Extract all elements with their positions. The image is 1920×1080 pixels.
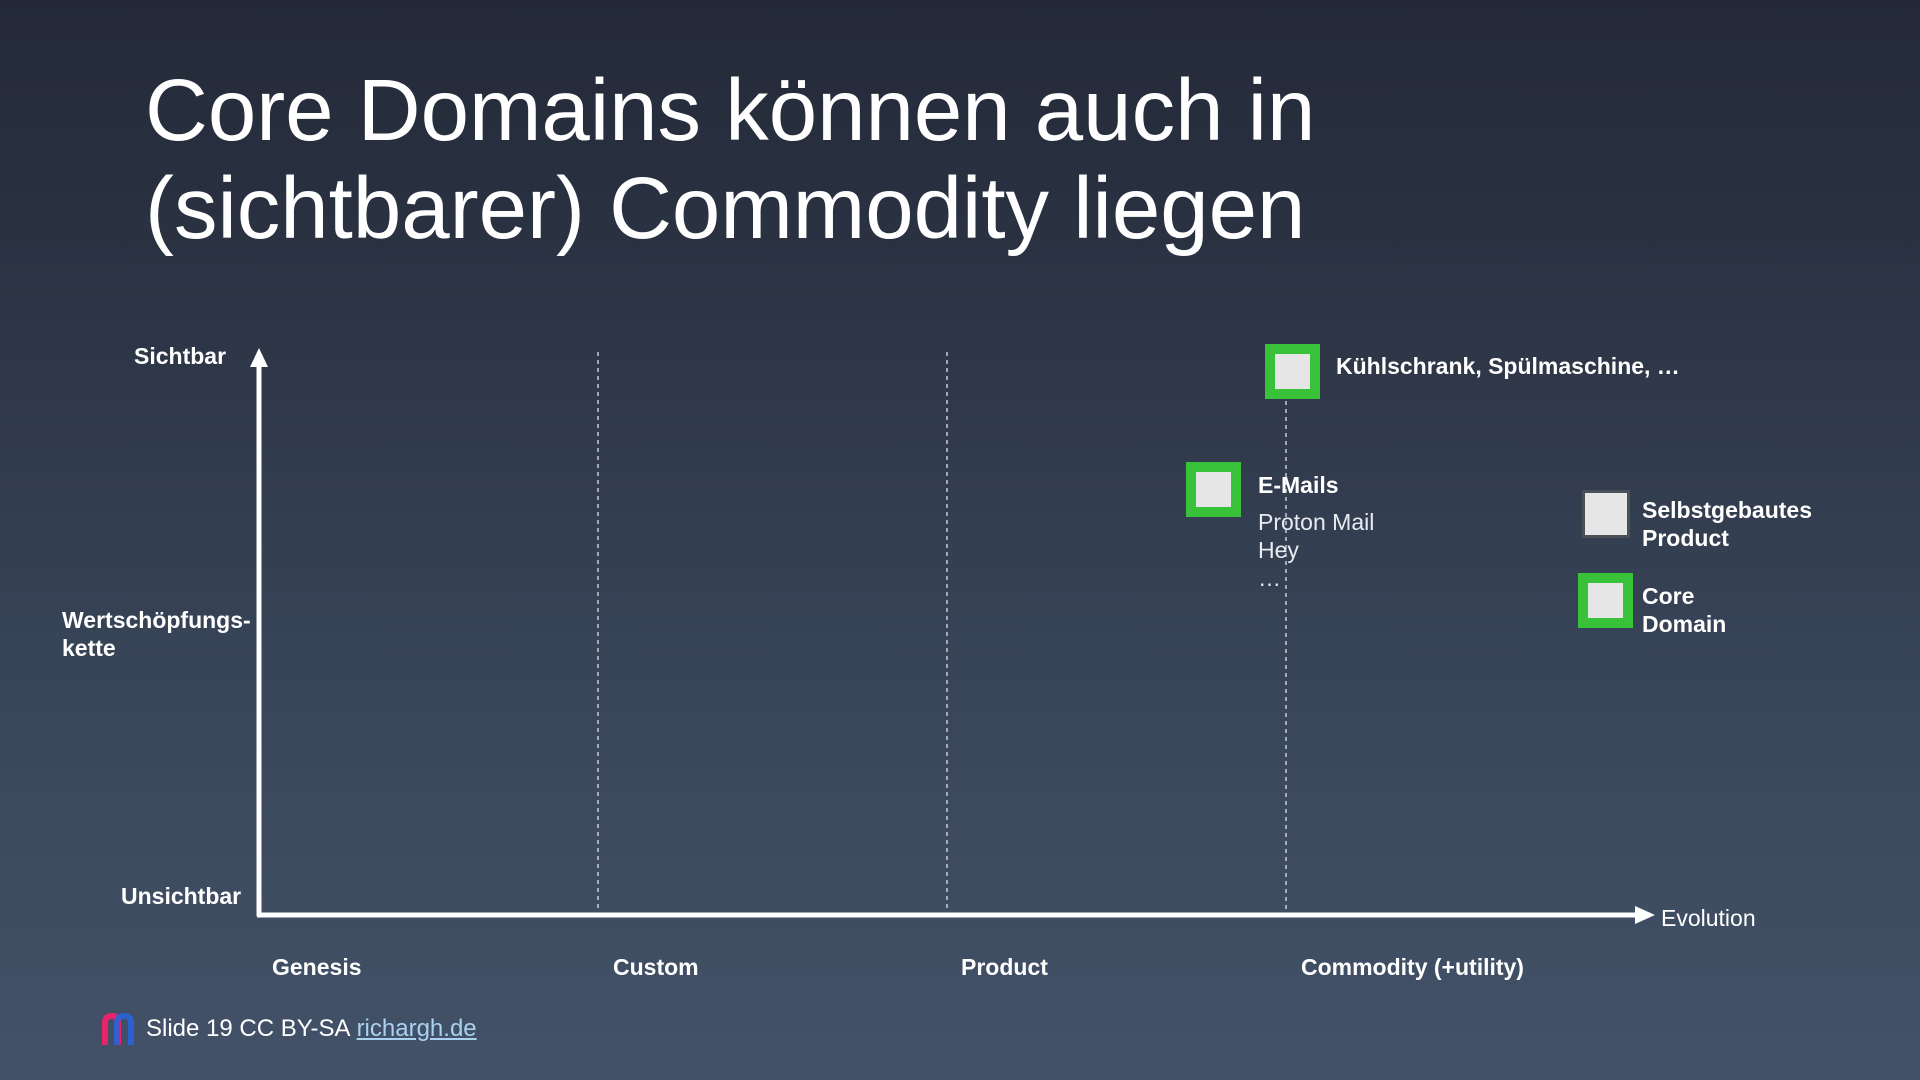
component-label-appliances: Kühlschrank, Spülmaschine, … xyxy=(1336,353,1680,379)
email-provider-proton-mail: Proton Mail xyxy=(1258,509,1375,535)
footer-link[interactable]: richargh.de xyxy=(356,1015,477,1042)
y-axis-middle-label: Wertschöpfungs- kette xyxy=(62,606,251,662)
legend-node-core-domain xyxy=(1578,573,1633,628)
component-label-emails: E-Mails xyxy=(1258,472,1339,498)
legend-label-core-domain-line-1: Core xyxy=(1642,583,1695,609)
stage-label-genesis: Genesis xyxy=(272,954,362,980)
legend-label-self-built-line-1: Selbstgebautes xyxy=(1642,497,1812,523)
component-node-emails xyxy=(1186,462,1241,517)
y-axis-middle-label-line-1: Wertschöpfungs- xyxy=(62,607,251,633)
slide-title: Core Domains können auch in (sichtbarer)… xyxy=(145,62,1315,258)
x-axis-end-label: Evolution xyxy=(1661,905,1756,931)
slide-title-line-2: (sichtbarer) Commodity liegen xyxy=(145,160,1306,257)
stage-label-custom: Custom xyxy=(613,954,699,980)
footer-text: Slide 19 CC BY-SA xyxy=(146,1015,351,1042)
stage-label-commodity: Commodity (+utility) xyxy=(1301,954,1524,980)
component-details-emails: Proton Mail Hey … xyxy=(1258,508,1374,592)
y-axis-bottom-label: Unsichtbar xyxy=(121,883,242,909)
slide-title-line-1: Core Domains können auch in xyxy=(145,62,1316,159)
stage-label-product: Product xyxy=(961,954,1048,980)
legend-label-self-built-line-2: Product xyxy=(1642,525,1729,551)
legend-label-self-built: Selbstgebautes Product xyxy=(1642,496,1812,552)
component-node-appliances xyxy=(1265,344,1320,399)
richargh-logo-icon xyxy=(102,1013,134,1045)
email-provider-ellipsis: … xyxy=(1258,565,1281,591)
legend-label-core-domain: Core Domain xyxy=(1642,582,1726,638)
x-axis-arrowhead xyxy=(1635,906,1655,924)
email-provider-hey: Hey xyxy=(1258,537,1299,563)
y-axis-arrowhead xyxy=(250,348,268,367)
y-axis-top-label: Sichtbar xyxy=(134,343,227,369)
legend-label-core-domain-line-2: Domain xyxy=(1642,611,1727,637)
slide-footer: Slide 19 CC BY-SA richargh.de xyxy=(100,1011,477,1047)
y-axis-middle-label-line-2: kette xyxy=(62,635,116,661)
legend-node-self-built xyxy=(1582,490,1630,538)
